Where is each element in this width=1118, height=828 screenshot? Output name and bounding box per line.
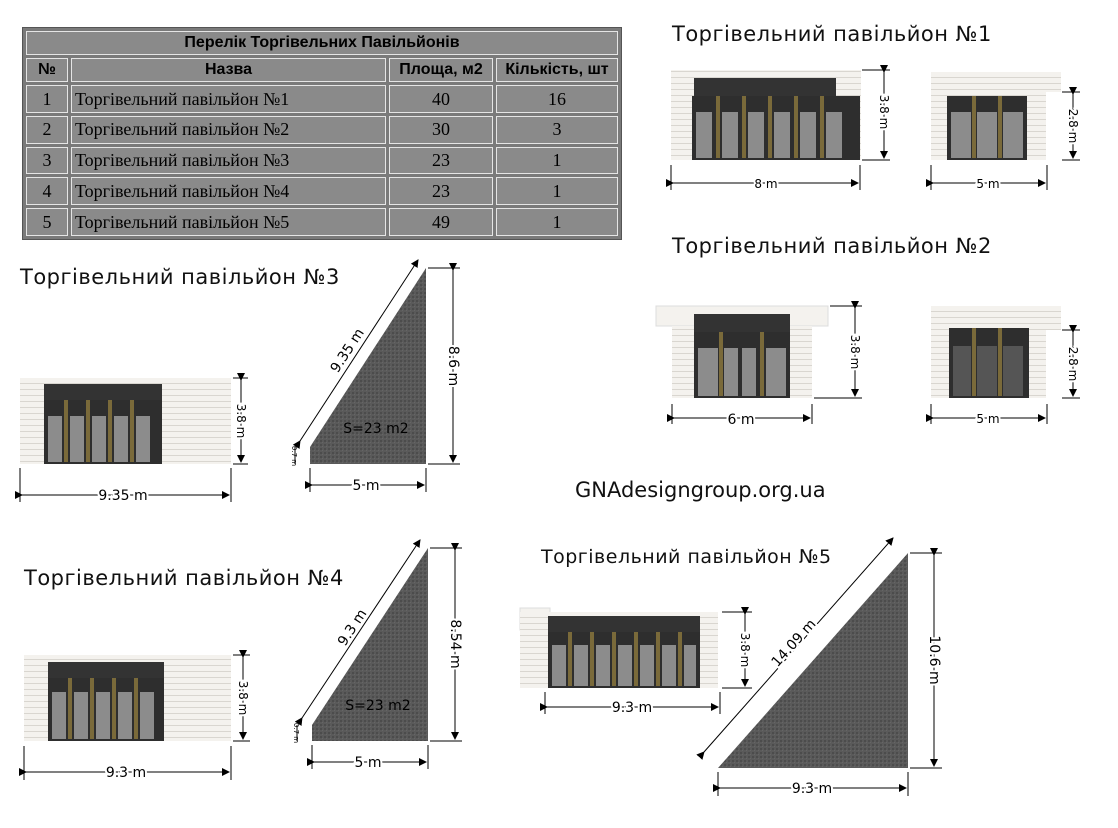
table-row: 2 Торгівельний павільйон №2 30 3	[26, 115, 618, 144]
pavilion-5-front-height: 3.8 m	[738, 633, 752, 668]
pavilion-2-front-height: 3.8 m	[848, 335, 862, 370]
pavilion-5-title: Торгівельний павільйон №5	[541, 546, 832, 568]
cell-count: 1	[496, 146, 618, 175]
pavilion-2-side-width: 5 m	[976, 412, 999, 426]
pavilion-1-front-height: 3.8 m	[877, 95, 891, 130]
pavilion-3-area: S=23 m2	[343, 421, 408, 437]
pavilion-4-hypotenuse: 9.3 m	[335, 607, 370, 650]
pavilion-2-front-view	[655, 305, 829, 398]
cell-name: Торгівельний павільйон №1	[71, 85, 386, 113]
pavilion-4-front-width: 9.3 m	[106, 765, 146, 781]
pavilion-5-base: 9.3 m	[792, 781, 832, 797]
pavilion-5-plan-triangle	[718, 553, 908, 768]
pavilion-1-front-width: 8 m	[754, 177, 777, 191]
cell-name: Торгівельний павільйон №3	[71, 146, 386, 175]
pavilion-3-title: Торгівельний павільйон №3	[20, 265, 340, 289]
cell-area: 23	[389, 177, 493, 206]
cell-count: 1	[496, 208, 618, 236]
pavilion-4-front-view	[24, 655, 231, 741]
table-row: 3 Торгівельний павільйон №3 23 1	[26, 146, 618, 175]
pavilion-3-plan-triangle	[310, 268, 426, 464]
pavilion-3-front-width: 9.35 m	[98, 488, 147, 504]
cell-area: 40	[389, 85, 493, 113]
pavilion-3-hypotenuse: 9.35 m	[328, 326, 368, 376]
pavilion-1-title: Торгівельний павільйон №1	[672, 22, 992, 46]
cell-name: Торгівельний павільйон №2	[71, 115, 386, 144]
pavilion-4-title: Торгівельний павільйон №4	[24, 566, 344, 590]
cell-count: 16	[496, 85, 618, 113]
brand-watermark: GNAdesigngroup.org.ua	[575, 478, 826, 502]
pavilion-4-area: S=23 m2	[345, 698, 410, 714]
pavilion-3-small-side: 0.7 m	[290, 446, 298, 466]
table-row: 4 Торгівельний павільйон №4 23 1	[26, 177, 618, 206]
pavilion-3-front-view	[20, 378, 231, 464]
col-header-count: Кількість, шт	[496, 58, 618, 83]
pavilion-1-side-height: 2.8 m	[1066, 109, 1080, 144]
pavilion-1-side-width: 5 m	[976, 177, 999, 191]
cell-name: Торгівельний павільйон №4	[71, 177, 386, 206]
pavilion-3-vertical: 8.6 m	[445, 346, 461, 386]
pavilion-5-front-width: 9.3 m	[612, 700, 652, 716]
col-header-area: Площа, м2	[389, 58, 493, 83]
col-header-number: №	[26, 58, 68, 83]
cell-area: 23	[389, 146, 493, 175]
cell-count: 1	[496, 177, 618, 206]
cell-name: Торгівельний павільйон №5	[71, 208, 386, 236]
pavilion-4-front-height: 3.8 m	[236, 681, 250, 716]
pavilion-2-title: Торгівельний павільйон №2	[672, 234, 992, 258]
cell-number: 5	[26, 208, 68, 236]
pavilion-3-front-height: 3.8 m	[234, 404, 248, 439]
pavilion-4-base: 5 m	[355, 755, 382, 771]
table-row: 5 Торгівельний павільйон №5 49 1	[26, 208, 618, 236]
cell-number: 3	[26, 146, 68, 175]
pavilion-5-hypotenuse: 14.09 m	[769, 616, 820, 670]
pavilion-2-front-width: 6 m	[728, 412, 755, 428]
cell-area: 30	[389, 115, 493, 144]
table-row: 1 Торгівельний павільйон №1 40 16	[26, 85, 618, 113]
pavilion-5-vertical: 10.6 m	[926, 635, 942, 684]
table-title: Перелік Торгівельних Павільйонів	[26, 31, 618, 56]
cell-number: 4	[26, 177, 68, 206]
pavilion-4-vertical: 8.54 m	[447, 619, 463, 668]
cell-count: 3	[496, 115, 618, 144]
pavilion-4-small-side: 0.7 m	[292, 723, 300, 743]
pavilion-1-side-view	[931, 72, 1062, 160]
cell-number: 1	[26, 85, 68, 113]
cell-number: 2	[26, 115, 68, 144]
pavilion-list-table: Перелік Торгівельних Павільйонів № Назва…	[22, 27, 622, 240]
col-header-name: Назва	[71, 58, 386, 83]
cell-area: 49	[389, 208, 493, 236]
pavilion-2-side-height: 2.8 m	[1066, 347, 1080, 382]
pavilion-3-base: 5 m	[353, 478, 380, 494]
pavilion-1-front-view	[671, 70, 861, 160]
pavilion-5-front-view	[519, 607, 718, 688]
pavilion-2-side-view	[931, 306, 1062, 398]
